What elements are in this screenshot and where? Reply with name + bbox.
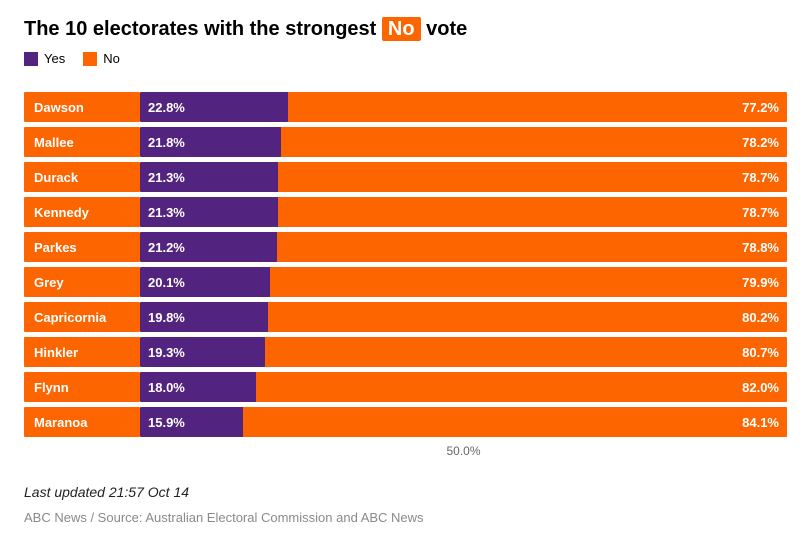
yes-value: 19.3% — [148, 345, 185, 360]
bar-segment-no: 78.8% — [277, 232, 787, 262]
yes-value: 15.9% — [148, 415, 185, 430]
bar-track: 21.3% 78.7% — [140, 197, 787, 227]
bar-segment-yes: 21.8% — [140, 127, 281, 157]
bar-segment-yes: 21.3% — [140, 197, 278, 227]
bar-row: Kennedy 21.3% 78.7% — [24, 197, 787, 227]
bar-track: 20.1% 79.9% — [140, 267, 787, 297]
bar-segment-no: 80.2% — [268, 302, 787, 332]
source-attribution: ABC News / Source: Australian Electoral … — [24, 510, 787, 525]
midpoint-label: 50.0% — [446, 444, 480, 458]
yes-value: 20.1% — [148, 275, 185, 290]
yes-value: 21.8% — [148, 135, 185, 150]
no-value: 80.2% — [742, 310, 779, 325]
bar-row: Durack 21.3% 78.7% — [24, 162, 787, 192]
bar-track: 21.3% 78.7% — [140, 162, 787, 192]
bar-segment-yes: 15.9% — [140, 407, 243, 437]
bar-track: 19.3% 80.7% — [140, 337, 787, 367]
legend-label-yes: Yes — [44, 51, 65, 66]
electorate-label: Flynn — [24, 372, 140, 402]
bar-segment-yes: 19.8% — [140, 302, 268, 332]
bar-row: Flynn 18.0% 82.0% — [24, 372, 787, 402]
legend-item-yes: Yes — [24, 51, 65, 66]
legend-label-no: No — [103, 51, 120, 66]
electorate-label: Kennedy — [24, 197, 140, 227]
chart-title: The 10 electorates with the strongest No… — [24, 18, 787, 41]
bar-track: 21.8% 78.2% — [140, 127, 787, 157]
bar-segment-yes: 19.3% — [140, 337, 265, 367]
swatch-yes — [24, 52, 38, 66]
no-value: 78.7% — [742, 170, 779, 185]
electorate-label: Parkes — [24, 232, 140, 262]
no-value: 84.1% — [742, 415, 779, 430]
bar-segment-yes: 18.0% — [140, 372, 256, 402]
bar-track: 18.0% 82.0% — [140, 372, 787, 402]
electorate-label: Maranoa — [24, 407, 140, 437]
bar-row: Capricornia 19.8% 80.2% — [24, 302, 787, 332]
bar-row: Maranoa 15.9% 84.1% — [24, 407, 787, 437]
no-value: 78.2% — [742, 135, 779, 150]
bar-segment-no: 84.1% — [243, 407, 787, 437]
bar-segment-no: 77.2% — [288, 92, 787, 122]
bar-segment-yes: 21.3% — [140, 162, 278, 192]
yes-value: 19.8% — [148, 310, 185, 325]
bar-row: Grey 20.1% 79.9% — [24, 267, 787, 297]
bar-segment-no: 78.7% — [278, 162, 787, 192]
bar-segment-yes: 22.8% — [140, 92, 288, 122]
bar-segment-no: 78.2% — [281, 127, 787, 157]
yes-value: 18.0% — [148, 380, 185, 395]
bar-segment-no: 79.9% — [270, 267, 787, 297]
bar-segment-no: 82.0% — [256, 372, 787, 402]
bar-segment-no: 80.7% — [265, 337, 787, 367]
bar-track: 21.2% 78.8% — [140, 232, 787, 262]
bar-chart: Dawson22.8%77.2%Mallee21.8%78.2%Durack21… — [24, 92, 787, 437]
bar-track: 19.8% 80.2% — [140, 302, 787, 332]
no-value: 80.7% — [742, 345, 779, 360]
no-value: 78.7% — [742, 205, 779, 220]
bar-row: Hinkler 19.3% 80.7% — [24, 337, 787, 367]
bar-row: Mallee 21.8% 78.2% — [24, 127, 787, 157]
bar-segment-yes: 20.1% — [140, 267, 270, 297]
last-updated: Last updated 21:57 Oct 14 — [24, 484, 787, 500]
electorate-label: Dawson — [24, 92, 140, 122]
legend: Yes No — [24, 51, 787, 66]
no-value: 77.2% — [742, 100, 779, 115]
x-axis: 50.0% — [140, 442, 787, 462]
no-value: 78.8% — [742, 240, 779, 255]
electorate-label: Mallee — [24, 127, 140, 157]
bar-track: 22.8% 77.2% — [140, 92, 787, 122]
yes-value: 22.8% — [148, 100, 185, 115]
bar-segment-yes: 21.2% — [140, 232, 277, 262]
electorate-label: Hinkler — [24, 337, 140, 367]
legend-item-no: No — [83, 51, 120, 66]
no-value: 82.0% — [742, 380, 779, 395]
bar-row: Parkes 21.2% 78.8% — [24, 232, 787, 262]
electorate-label: Durack — [24, 162, 140, 192]
title-post: vote — [421, 18, 468, 40]
electorate-label: Capricornia — [24, 302, 140, 332]
electorate-label: Grey — [24, 267, 140, 297]
swatch-no — [83, 52, 97, 66]
bar-row: Dawson 22.8% 77.2% — [24, 92, 787, 122]
yes-value: 21.2% — [148, 240, 185, 255]
bar-track: 15.9% 84.1% — [140, 407, 787, 437]
yes-value: 21.3% — [148, 170, 185, 185]
title-badge: No — [382, 17, 421, 41]
bar-segment-no: 78.7% — [278, 197, 787, 227]
no-value: 79.9% — [742, 275, 779, 290]
title-pre: The 10 electorates with the strongest — [24, 18, 382, 40]
yes-value: 21.3% — [148, 205, 185, 220]
